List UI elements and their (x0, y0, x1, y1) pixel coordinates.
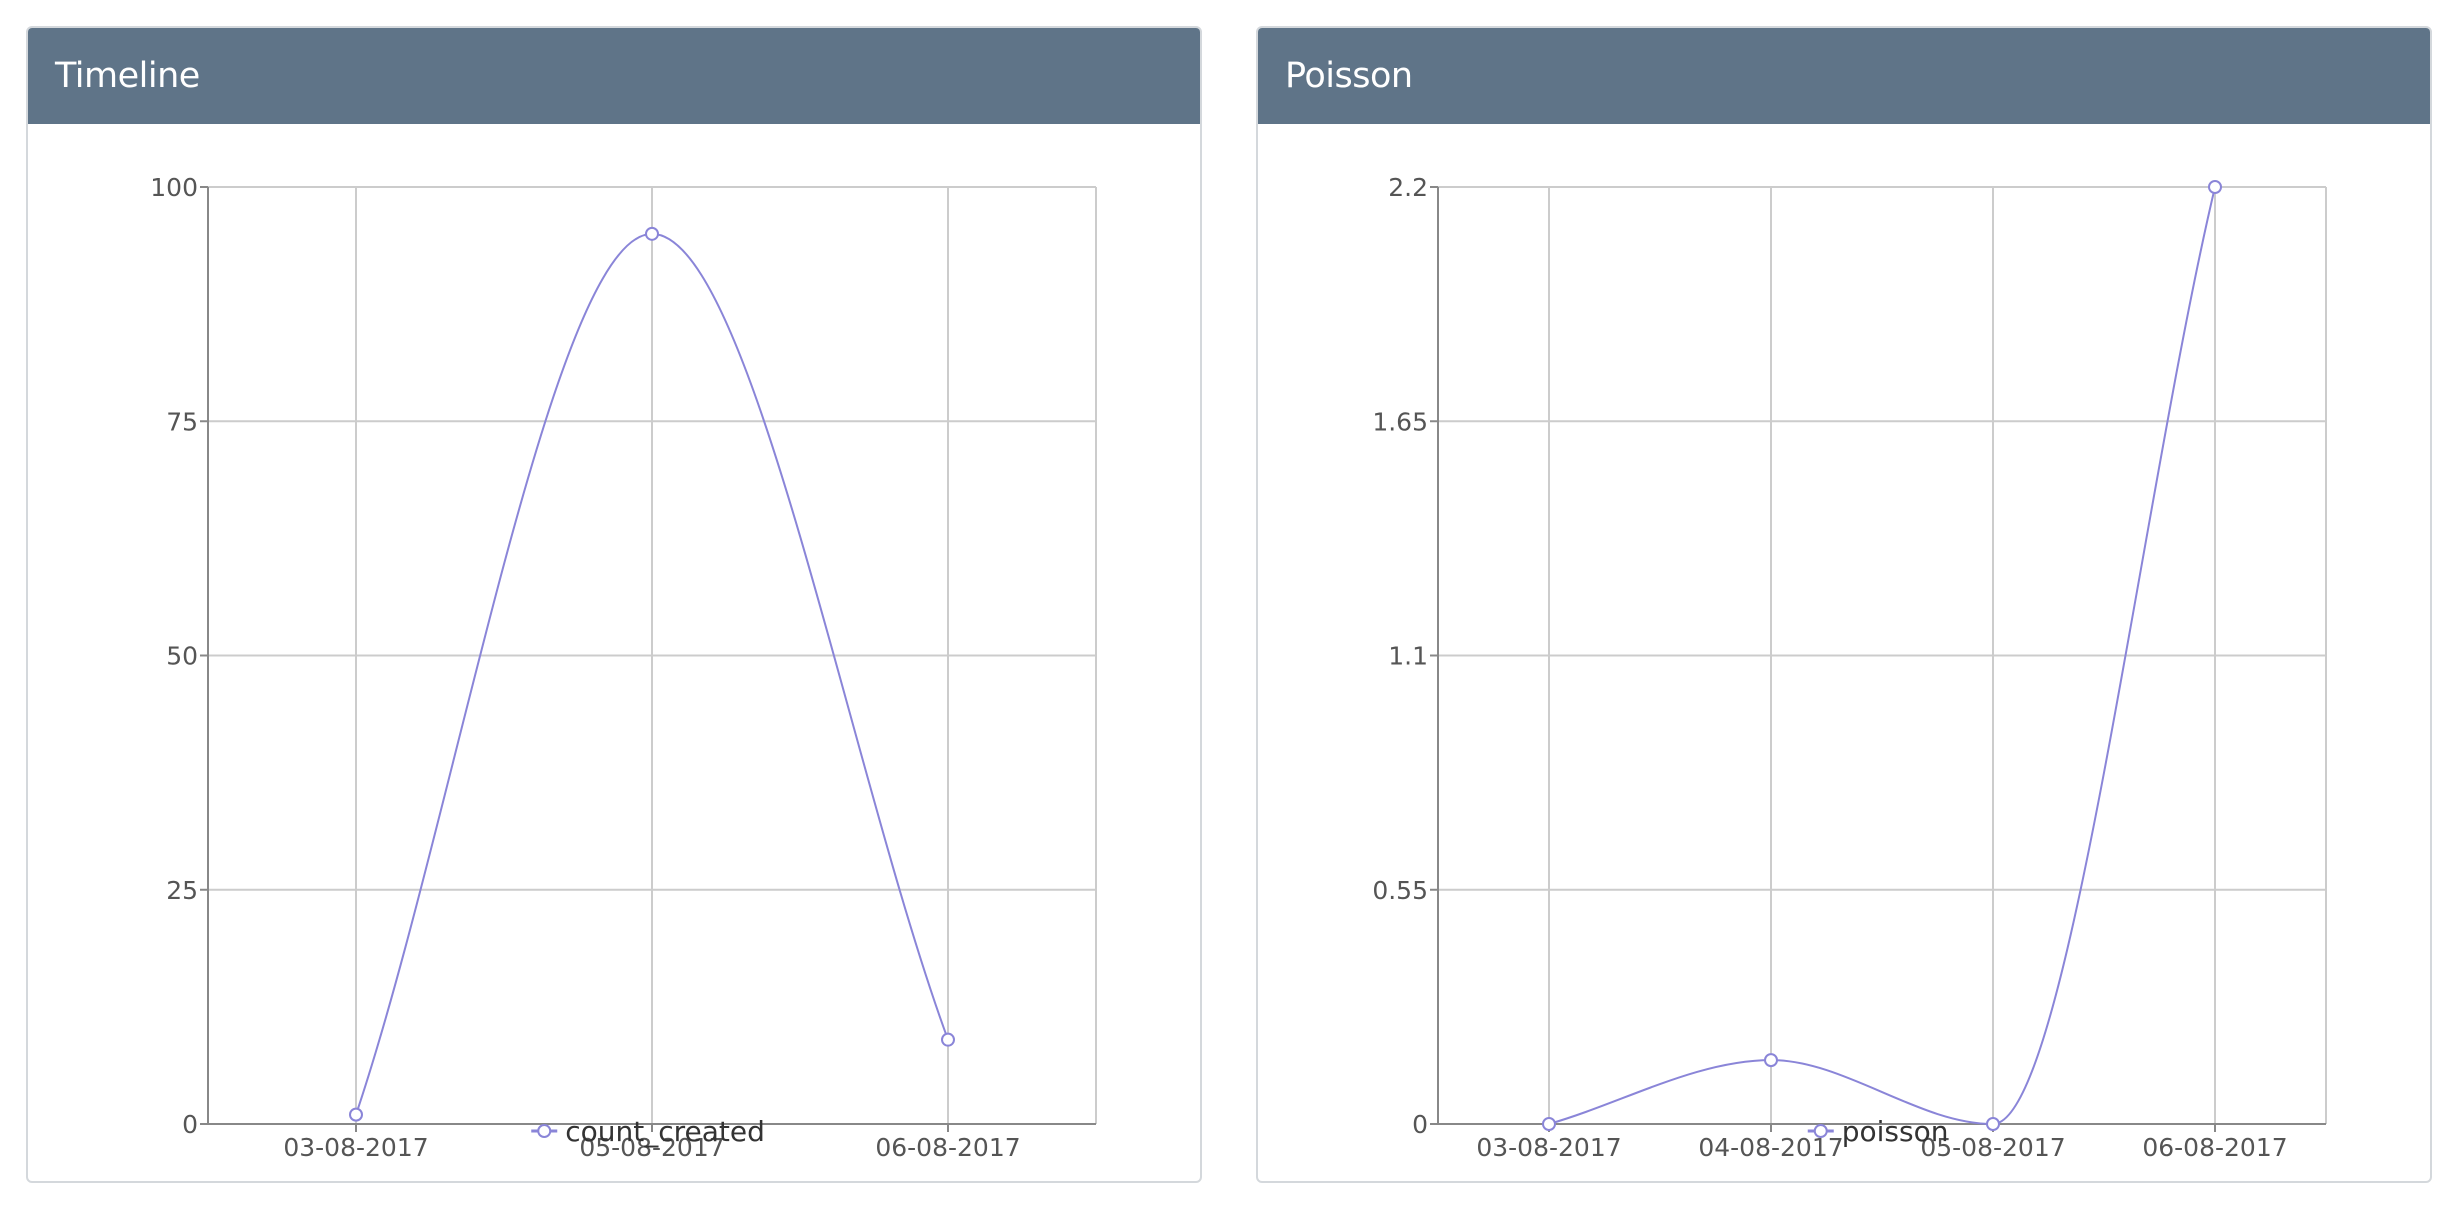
data-point (2208, 180, 2222, 194)
x-tick-label: 06-08-2017 (875, 1133, 1020, 1162)
y-tick-label: 25 (166, 876, 198, 905)
timeline-chart-area: 0 25 50 75 100 03-08-2017 05-08-2017 06-08-2017… (28, 124, 1200, 1181)
data-point (1986, 1117, 2000, 1131)
poisson-chart: 00.551.11.652.203-08-2017 04-08-2017 05-08… (1372, 173, 2327, 1162)
poisson-panel: Poisson 0 0.55 1.1 1.65 2.2 03-08-2017 04-08-2… (1256, 26, 2432, 1183)
y-tick-label: 50 (166, 642, 198, 671)
data-point (1764, 1053, 1778, 1068)
y-tick-label: 1.65 (1372, 407, 1428, 436)
timeline-panel: Timeline 0 25 50 75 100 03-08-2017 05-08-2017 0… (26, 26, 1202, 1183)
y-tick-label: 75 (166, 407, 198, 436)
legend-label: poisson (1842, 1115, 1949, 1148)
x-tick-label: 05-08-2017 (579, 1133, 724, 1162)
timeline-chart: 0 25 50 75 100 03-08-2017 05-08-2017 06-08-2017… (150, 173, 1097, 1162)
y-tick-label: 0 (182, 1110, 198, 1139)
data-point (349, 1107, 363, 1122)
y-tick-label: 1.1 (1388, 642, 1428, 671)
legend-swatch-marker (537, 1124, 552, 1138)
data-point (941, 1032, 955, 1047)
legend-label: count_created (565, 1115, 765, 1148)
y-tick-label: 0 (1412, 1110, 1428, 1139)
y-tick-label: 2.2 (1388, 173, 1428, 202)
poisson-chart-area: 0 0.55 1.1 1.65 2.2 03-08-2017 04-08-2017 05-08… (1258, 124, 2430, 1181)
x-tick-label: 05-08-2017 (1920, 1133, 2065, 1162)
x-tick-label: 03-08-2017 (283, 1133, 428, 1162)
legend-swatch-marker (1813, 1124, 1828, 1138)
y-tick-label: 100 (150, 173, 198, 202)
data-point (1542, 1117, 1556, 1131)
data-point (645, 226, 659, 241)
x-tick-label: 03-08-2017 (1476, 1133, 1621, 1162)
panel-title: Poisson (1258, 28, 2430, 124)
y-tick-label: 0.55 (1372, 876, 1428, 905)
x-tick-label: 06-08-2017 (2142, 1133, 2287, 1162)
panel-title: Timeline (28, 28, 1200, 124)
